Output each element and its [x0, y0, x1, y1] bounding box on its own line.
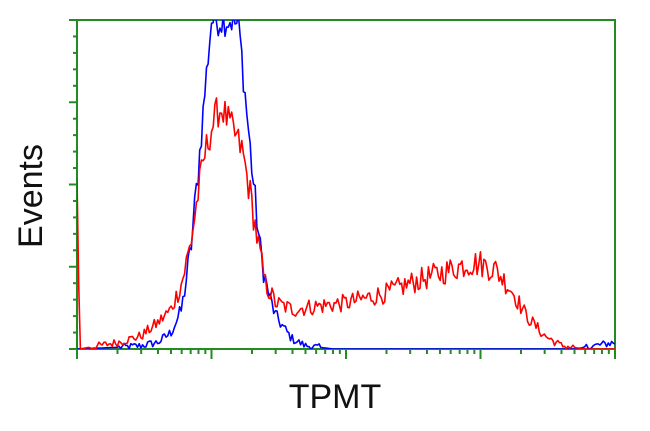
series-group [77, 20, 615, 349]
series-line-1 [77, 20, 615, 349]
x-axis-ticks [76, 349, 616, 359]
y-axis-label: Events [12, 144, 50, 248]
y-axis-ticks [69, 19, 77, 350]
series-line-2 [77, 97, 615, 349]
x-axis-label: TPMT [289, 378, 382, 416]
